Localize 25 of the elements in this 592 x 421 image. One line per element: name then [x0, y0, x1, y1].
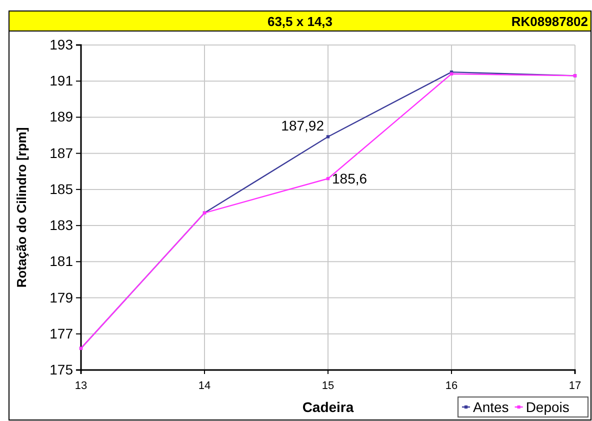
y-tick-label: 175	[50, 361, 74, 378]
y-tick-label: 189	[50, 108, 74, 125]
y-tick-label: 183	[50, 217, 74, 234]
x-tick-label: 16	[445, 380, 458, 392]
x-axis-title: Cadeira	[302, 399, 354, 415]
y-tick-label: 193	[50, 36, 74, 52]
y-tick-label: 185	[50, 180, 74, 197]
point	[326, 177, 330, 180]
y-tick-label: 177	[50, 325, 74, 342]
text: RK08987802	[511, 14, 588, 29]
x-tick-label: 15	[322, 380, 334, 392]
x-tick-label: 13	[74, 380, 88, 392]
y-tick-label: 191	[50, 72, 74, 89]
x-tick-label: 14	[198, 380, 211, 392]
legend-label: Antes	[473, 399, 509, 415]
y-tick-label: 187	[50, 144, 74, 161]
x-tick-label: 17	[568, 380, 582, 392]
legend-label: Depois	[526, 399, 570, 415]
data-label: 187,92	[281, 118, 324, 134]
chart-title: 63,5 x 14,3	[267, 14, 333, 29]
point	[326, 135, 330, 138]
y-tick-label: 181	[50, 253, 74, 270]
y-axis-title: Rotação do Cilindro [rpm]	[14, 127, 29, 288]
y-tick-label: 179	[50, 289, 74, 306]
data-label: 185,6	[332, 170, 368, 187]
